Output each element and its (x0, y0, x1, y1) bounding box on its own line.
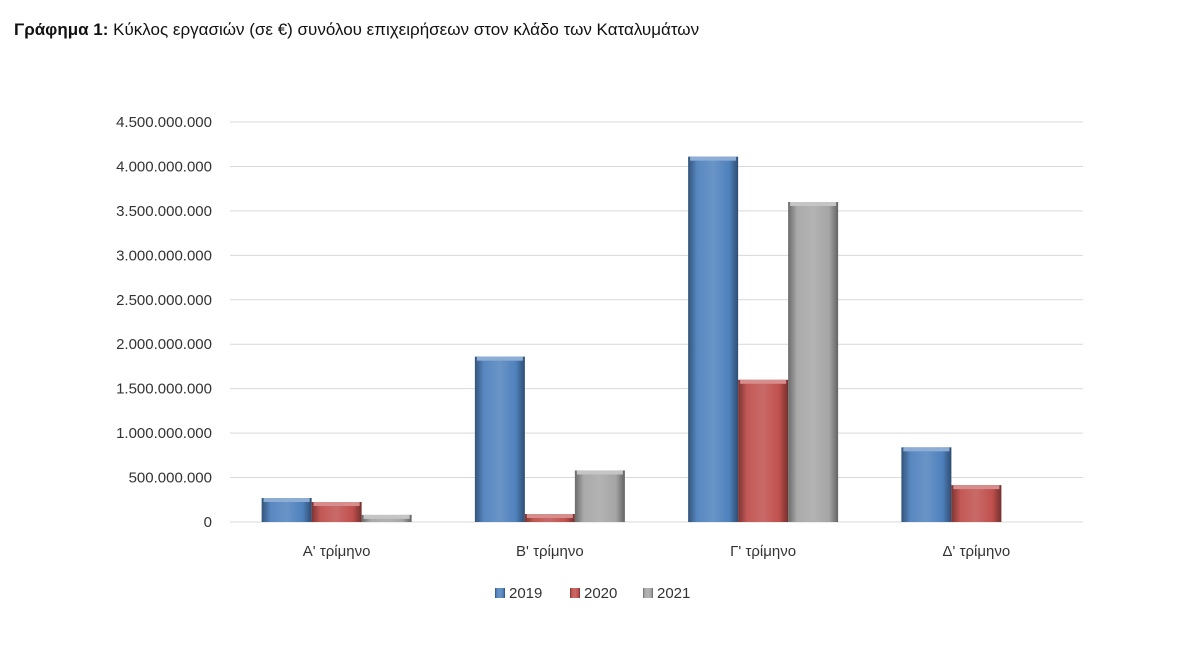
bar-top-2020 (313, 502, 360, 506)
bar-top-2019 (903, 447, 950, 452)
caption-text: Κύκλος εργασιών (σε €) συνόλου επιχειρήσ… (113, 20, 700, 39)
y-tick-label: 1.000.000.000 (116, 425, 212, 442)
caption-label: Γράφημα 1: (14, 20, 109, 39)
y-tick-label: 3.000.000.000 (116, 247, 212, 264)
bar-top-2021 (790, 202, 837, 206)
y-tick-label: 1.500.000.000 (116, 381, 212, 398)
category-label: Δ' τρίμηνο (943, 543, 1011, 560)
bar-top-2021 (363, 514, 410, 519)
bar-top-2020 (953, 485, 1000, 490)
bar-top-2020 (740, 379, 787, 384)
legend-swatch-2019 (495, 588, 505, 598)
y-tick-label: 3.500.000.000 (116, 203, 212, 220)
legend-swatch-2021 (643, 588, 653, 598)
category-label: Α' τρίμηνο (303, 543, 371, 560)
legend-swatch-2020 (570, 588, 580, 598)
bar-top-2019 (476, 356, 523, 361)
bar-2019 (901, 447, 952, 522)
bar-top-2021 (576, 470, 623, 475)
legend-label: 2020 (584, 585, 617, 602)
bar-2020 (311, 502, 362, 522)
bar-top-2019 (690, 156, 737, 161)
bar-2021 (788, 202, 839, 522)
bar-2020 (738, 379, 789, 522)
bar-top-2020 (526, 514, 573, 518)
bar-top-2019 (263, 498, 310, 502)
chart-caption: Γράφημα 1: Κύκλος εργασιών (σε €) συνόλο… (14, 20, 699, 40)
bar-2019 (474, 356, 525, 522)
bar-2020 (951, 485, 1002, 522)
category-label: Γ' τρίμηνο (730, 543, 796, 560)
legend-label: 2019 (509, 585, 542, 602)
y-tick-label: 0 (204, 514, 212, 531)
y-tick-label: 500.000.000 (129, 470, 212, 487)
y-tick-label: 4.000.000.000 (116, 158, 212, 175)
y-tick-label: 2.000.000.000 (116, 336, 212, 353)
category-label: Β' τρίμηνο (516, 543, 584, 560)
y-tick-label: 4.500.000.000 (116, 114, 212, 131)
bar-2019 (688, 156, 739, 522)
bar-2021 (574, 470, 625, 522)
legend-label: 2021 (657, 585, 690, 602)
y-tick-label: 2.500.000.000 (116, 292, 212, 309)
